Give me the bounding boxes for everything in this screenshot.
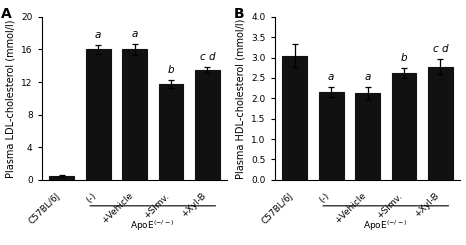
Text: C57BL/6J: C57BL/6J: [27, 191, 62, 226]
Text: a: a: [364, 73, 371, 82]
Text: +Vehicle: +Vehicle: [333, 191, 368, 226]
Text: ApoE$^{(-/-)}$: ApoE$^{(-/-)}$: [363, 219, 408, 233]
Text: (-): (-): [317, 191, 331, 205]
Text: c d: c d: [432, 44, 448, 54]
Text: C57BL/6J: C57BL/6J: [260, 191, 295, 226]
Bar: [282, 56, 307, 180]
Text: +Xyl-B: +Xyl-B: [412, 191, 440, 219]
Text: b: b: [401, 53, 407, 63]
Bar: [86, 49, 110, 180]
Text: +Simv.: +Simv.: [375, 191, 404, 220]
Text: c d: c d: [199, 52, 215, 62]
Text: b: b: [168, 65, 174, 75]
Text: (-): (-): [84, 191, 98, 205]
Bar: [122, 49, 147, 180]
Bar: [355, 93, 380, 180]
Text: a: a: [95, 30, 101, 40]
Text: B: B: [234, 7, 245, 21]
Text: +Vehicle: +Vehicle: [100, 191, 135, 226]
Y-axis label: Plasma HDL-cholesterol (mmol/l): Plasma HDL-cholesterol (mmol/l): [236, 18, 246, 179]
Text: a: a: [131, 29, 138, 39]
Text: ApoE$^{(-/-)}$: ApoE$^{(-/-)}$: [130, 219, 175, 233]
Y-axis label: Plasma LDL-cholesterol (mmol/l): Plasma LDL-cholesterol (mmol/l): [6, 19, 15, 178]
Bar: [391, 73, 417, 180]
Text: +Xyl-B: +Xyl-B: [179, 191, 207, 219]
Text: +Simv.: +Simv.: [142, 191, 171, 220]
Bar: [158, 84, 183, 180]
Bar: [428, 67, 453, 180]
Text: a: a: [328, 73, 334, 82]
Bar: [49, 176, 74, 180]
Bar: [319, 92, 343, 180]
Text: A: A: [1, 7, 12, 21]
Bar: [195, 70, 220, 180]
